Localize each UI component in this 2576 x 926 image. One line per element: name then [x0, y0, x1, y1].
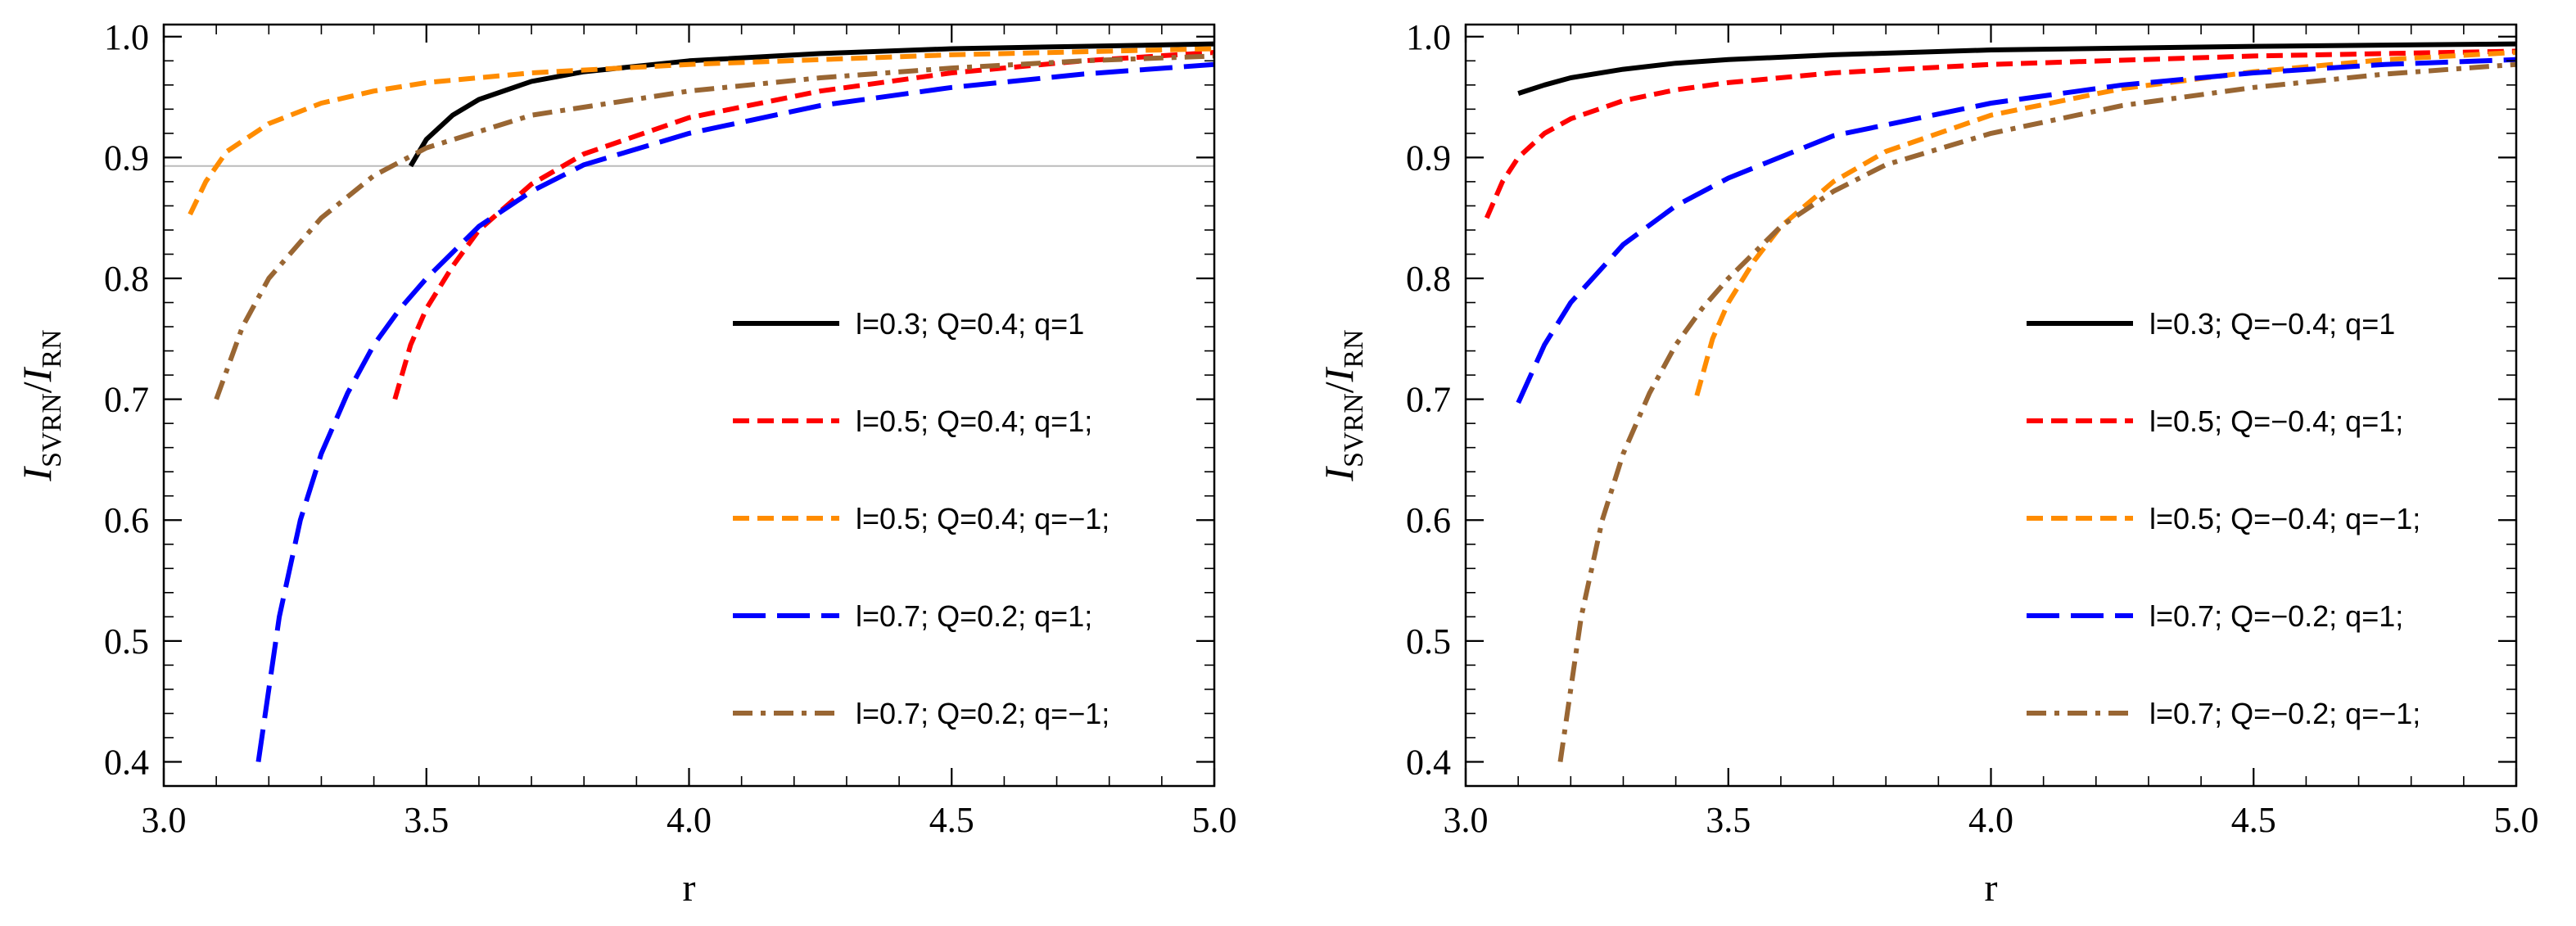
- y-axis-label-part: SVRN: [1339, 393, 1369, 468]
- y-tick-label: 0.4: [104, 742, 149, 782]
- x-tick-label: 3.0: [142, 800, 187, 840]
- x-tick-label: 3.0: [1444, 800, 1489, 840]
- y-tick-label: 0.9: [1406, 138, 1451, 178]
- left-chart-panel: 3.0 3.5 4.0 4.5 5.00.40.50.60.70.80.91.0rISV…: [14, 17, 1237, 910]
- y-axis-label-part: I: [14, 466, 60, 482]
- y-axis-label-part: I: [1316, 366, 1362, 382]
- series-group: [188, 41, 1214, 762]
- y-axis-label-part: RN: [37, 329, 67, 368]
- y-axis-label-part: RN: [1339, 329, 1369, 368]
- y-tick-label: 0.7: [104, 380, 149, 420]
- series-line-l-0-7-q-0-2-q-1: [214, 53, 1214, 400]
- legend-entry-l-0-5-q-0-4-q-1: l=0.5; Q=−0.4; q=−1;: [2149, 502, 2420, 535]
- series-line-l-0-5-q-0-4-q-1: [392, 50, 1214, 400]
- series-line-l-0-7-q-0-2-q-1: [1516, 56, 2516, 404]
- series-line-l-0-5-q-0-4-q-1: [1484, 48, 2516, 219]
- series-line-l-0-5-q-0-4-q-1: [188, 46, 1214, 216]
- series-group: [1484, 41, 2516, 762]
- legend-entry-l-0-7-q-0-2-q-1: l=0.7; Q=0.2; q=1;: [856, 599, 1092, 633]
- x-tick-label: 3.5: [404, 800, 449, 840]
- x-tick-label: 4.5: [929, 800, 974, 840]
- x-tick-label: 4.5: [2231, 800, 2276, 840]
- right-chart-panel: 3.0 3.5 4.0 4.5 5.00.40.50.60.70.80.91.0rISV…: [1316, 17, 2539, 910]
- y-tick-label: 0.5: [1406, 621, 1451, 662]
- y-tick-label: 0.7: [1406, 380, 1451, 420]
- legend-entry-l-0-7-q-0-2-q-1: l=0.7; Q=0.2; q=−1;: [856, 697, 1109, 730]
- x-axis-label: r: [683, 866, 696, 910]
- series-line-l-0-5-q-0-4-q-1: [1694, 50, 2516, 396]
- legend-entry-l-0-5-q-0-4-q-1: l=0.5; Q=−0.4; q=1;: [2149, 404, 2403, 438]
- x-tick-label: 4.0: [1968, 800, 2013, 840]
- x-tick-label: 5.0: [2494, 800, 2539, 840]
- x-tick-label: 5.0: [1192, 800, 1237, 840]
- x-axis-label: r: [1985, 866, 1998, 910]
- y-tick-label: 0.6: [1406, 500, 1451, 540]
- legend-entry-l-0-5-q-0-4-q-1: l=0.5; Q=0.4; q=−1;: [856, 502, 1109, 535]
- series-line-l-0-3-q-0-4-q-1: [1517, 41, 2516, 96]
- y-axis-label: ISVRN/IRN: [14, 329, 67, 481]
- y-tick-label: 0.9: [104, 138, 149, 178]
- legend: l=0.3; Q=0.4; q=1 l=0.5; Q=0.4; q=1; l=0.5…: [733, 307, 1109, 730]
- x-tick-label: 4.0: [667, 800, 712, 840]
- y-tick-label: 1.0: [104, 17, 149, 57]
- y-tick-label: 1.0: [1406, 17, 1451, 57]
- legend-entry-l-0-7-q-0-2-q-1: l=0.7; Q=−0.2; q=1;: [2149, 599, 2403, 633]
- legend-entry-l-0-5-q-0-4-q-1: l=0.5; Q=0.4; q=1;: [856, 404, 1092, 438]
- series-line-l-0-7-q-0-2-q-1: [255, 61, 1214, 762]
- y-axis-label-part: I: [14, 366, 60, 382]
- legend: l=0.3; Q=−0.4; q=1 l=0.5; Q=−0.4; q=1; l=0…: [2027, 307, 2420, 730]
- legend-entry-l-0-3-q-0-4-q-1: l=0.3; Q=−0.4; q=1: [2149, 307, 2395, 341]
- y-axis-label-part: /: [14, 382, 60, 393]
- x-tick-label: 3.5: [1706, 800, 1751, 840]
- y-tick-label: 0.4: [1406, 742, 1451, 782]
- y-axis-label-part: /: [1316, 382, 1362, 393]
- y-axis-label-part: I: [1316, 466, 1362, 482]
- y-axis-label-part: SVRN: [37, 393, 67, 468]
- series-line-l-0-7-q-0-2-q-1: [1557, 61, 2516, 762]
- y-tick-label: 0.8: [1406, 259, 1451, 299]
- y-tick-label: 0.6: [104, 500, 149, 540]
- legend-entry-l-0-3-q-0-4-q-1: l=0.3; Q=0.4; q=1: [856, 307, 1084, 341]
- y-tick-label: 0.8: [104, 259, 149, 299]
- y-tick-label: 0.5: [104, 621, 149, 662]
- y-axis-label: ISVRN/IRN: [1316, 329, 1369, 481]
- legend-entry-l-0-7-q-0-2-q-1: l=0.7; Q=−0.2; q=−1;: [2149, 697, 2420, 730]
